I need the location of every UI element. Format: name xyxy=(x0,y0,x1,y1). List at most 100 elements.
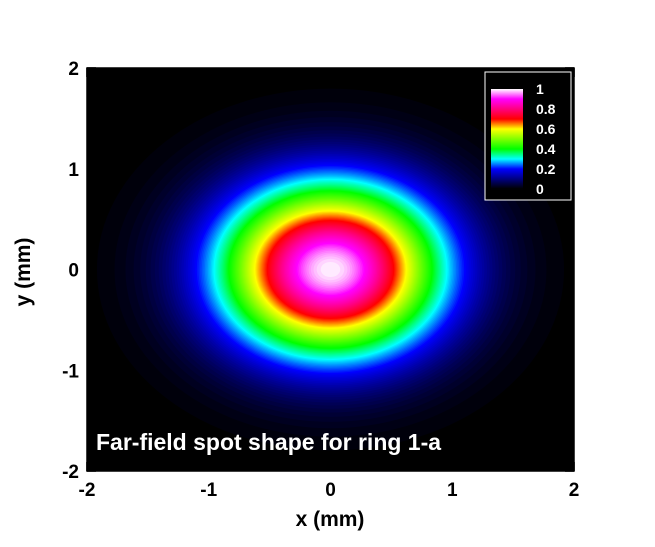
colorbar-swatch xyxy=(491,152,523,154)
colorbar-swatch xyxy=(491,182,523,184)
colorbar-swatch xyxy=(491,173,523,175)
colorbar-swatch xyxy=(491,121,523,123)
colorbar-swatch xyxy=(491,156,523,158)
intensity-field xyxy=(96,88,565,451)
colorbar-swatch xyxy=(491,90,523,92)
colorbar-swatch xyxy=(491,107,523,109)
colorbar-swatch xyxy=(491,155,523,157)
colorbar-swatch xyxy=(491,119,523,121)
colorbar-swatch xyxy=(491,167,523,169)
x-tick-label: 1 xyxy=(447,480,458,501)
colorbar-swatch xyxy=(491,159,523,161)
colorbar-swatch xyxy=(491,108,523,110)
colorbar-swatch xyxy=(491,122,523,124)
y-tick-label: -2 xyxy=(62,462,79,483)
colorbar-swatch xyxy=(491,154,523,156)
colorbar-swatch xyxy=(491,144,523,146)
colorbar-swatch xyxy=(491,171,523,173)
colorbar-tick-label: 0.8 xyxy=(536,101,556,117)
x-tick-labels: -2 -1 0 1 2 xyxy=(79,480,580,501)
colorbar-swatch xyxy=(491,157,523,159)
colorbar-swatch xyxy=(491,131,523,133)
colorbar-swatch xyxy=(491,160,523,162)
colorbar-swatch xyxy=(491,161,523,163)
colorbar-swatch xyxy=(491,169,523,171)
colorbar-swatch xyxy=(491,92,523,94)
colorbar-gradient xyxy=(491,89,523,190)
colorbar-swatch xyxy=(491,89,523,91)
colorbar-swatch xyxy=(491,147,523,149)
x-tick-label: 2 xyxy=(569,480,580,501)
colorbar-swatch xyxy=(491,127,523,129)
colorbar-swatch xyxy=(491,118,523,120)
y-tick-label: 0 xyxy=(68,261,79,282)
colorbar-swatch xyxy=(491,126,523,128)
colorbar-swatch xyxy=(491,168,523,170)
colorbar-swatch xyxy=(491,178,523,180)
colorbar-swatch xyxy=(491,136,523,138)
colorbar-swatch xyxy=(491,110,523,112)
colorbar-swatch xyxy=(491,94,523,96)
colorbar-swatch xyxy=(491,102,523,104)
plot-annotation: Far-field spot shape for ring 1-a xyxy=(96,429,441,455)
colorbar-swatch xyxy=(491,111,523,113)
colorbar-tick-label: 0.6 xyxy=(536,121,556,137)
colorbar-swatch xyxy=(491,177,523,179)
colorbar-swatch xyxy=(491,187,523,189)
colorbar-swatch xyxy=(491,141,523,143)
colorbar-swatch xyxy=(491,114,523,116)
colorbar-swatch xyxy=(491,165,523,167)
colorbar-swatch xyxy=(491,124,523,126)
colorbar-swatch xyxy=(491,170,523,172)
colorbar-swatch xyxy=(491,97,523,99)
colorbar-swatch xyxy=(491,120,523,122)
colorbar-labels: 1 0.8 0.6 0.4 0.2 0 xyxy=(536,81,556,197)
colorbar-swatch xyxy=(491,176,523,178)
colorbar-swatch xyxy=(491,99,523,101)
colorbar-swatch xyxy=(491,184,523,186)
colorbar-swatch xyxy=(491,132,523,134)
colorbar-swatch xyxy=(491,179,523,181)
colorbar-swatch xyxy=(491,140,523,142)
colorbar-swatch xyxy=(491,130,523,132)
colorbar-swatch xyxy=(491,158,523,160)
x-tick-label: 0 xyxy=(325,480,336,501)
y-axis-title: y (mm) xyxy=(12,238,35,307)
colorbar-swatch xyxy=(491,109,523,111)
colorbar-swatch xyxy=(491,149,523,151)
x-axis-title: x (mm) xyxy=(296,508,365,531)
colorbar-swatch xyxy=(491,137,523,139)
colorbar-swatch xyxy=(491,181,523,183)
colorbar-swatch xyxy=(491,128,523,130)
colorbar-swatch xyxy=(491,106,523,108)
colorbar-swatch xyxy=(491,91,523,93)
colorbar-swatch xyxy=(491,150,523,152)
colorbar-swatch xyxy=(491,151,523,153)
colorbar-swatch xyxy=(491,148,523,150)
colorbar-swatch xyxy=(491,163,523,165)
colorbar-swatch xyxy=(491,145,523,147)
colorbar-swatch xyxy=(491,104,523,106)
colorbar-swatch xyxy=(491,129,523,131)
colorbar-swatch xyxy=(491,172,523,174)
colorbar-tick-label: 0 xyxy=(536,181,544,197)
colorbar-swatch xyxy=(491,100,523,102)
colorbar-swatch xyxy=(491,175,523,177)
colorbar-swatch xyxy=(491,146,523,148)
colorbar-swatch xyxy=(491,103,523,105)
colorbar-tick-label: 1 xyxy=(536,81,544,97)
y-tick-label: 1 xyxy=(68,160,79,181)
colorbar-swatch xyxy=(491,164,523,166)
colorbar-swatch xyxy=(491,133,523,135)
colorbar-swatch xyxy=(491,185,523,187)
x-tick-label: -1 xyxy=(200,480,217,501)
colorbar-swatch xyxy=(491,95,523,97)
colorbar-swatch xyxy=(491,123,523,125)
colorbar-swatch xyxy=(491,139,523,141)
colorbar-swatch xyxy=(491,116,523,118)
colorbar-swatch xyxy=(491,113,523,115)
colorbar-swatch xyxy=(491,183,523,185)
colorbar-swatch xyxy=(491,125,523,127)
y-tick-label: -1 xyxy=(62,361,79,382)
